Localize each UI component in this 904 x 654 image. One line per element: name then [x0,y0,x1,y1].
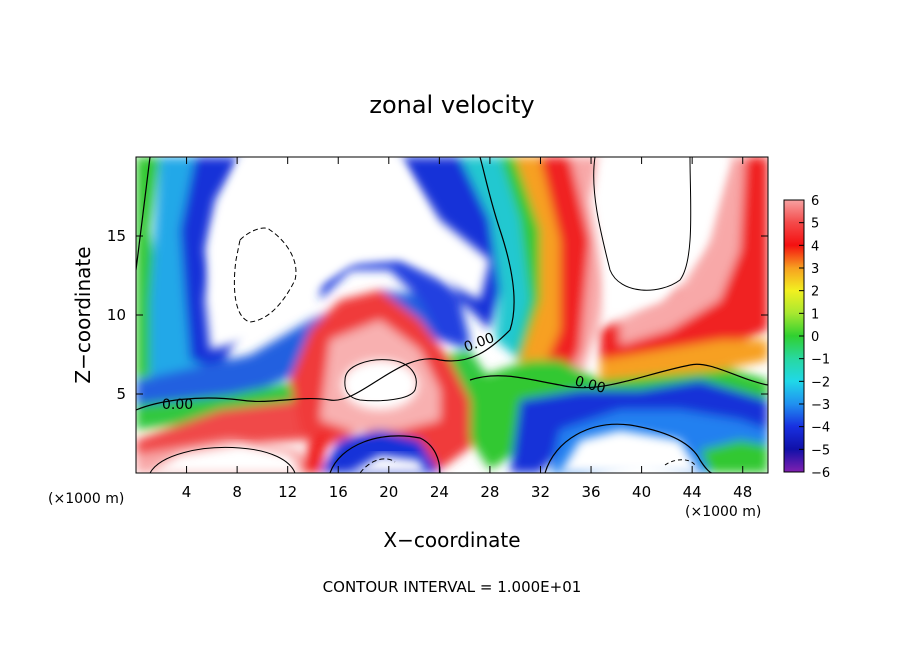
y-axis-label: Z−coordinate [71,246,95,383]
colorbar-tick-label: −6 [811,466,830,481]
colorbar-tick-label: 2 [811,285,819,300]
x-tick-label: 24 [430,483,449,501]
x-unit-right: (×1000 m) [685,504,761,520]
x-axis: 4 8 12 16 20 24 28 32 36 40 44 48 [182,157,752,501]
y-tick-label: 10 [107,306,126,324]
x-tick-label: 44 [683,483,702,501]
colorbar-ticks: 6 5 4 3 2 1 0 −1 −2 −3 −4 −5 −6 [799,194,830,481]
y-tick-label: 5 [116,385,126,403]
x-tick-label: 8 [232,483,242,501]
x-tick-label: 28 [480,483,499,501]
x-tick-label: 12 [278,483,297,501]
x-axis-label: X−coordinate [383,528,520,552]
colorbar-tick-label: 6 [811,194,819,209]
y-axis: 5 10 15 [107,227,768,403]
x-tick-label: 48 [733,483,752,501]
colorbar-tick-label: −3 [811,398,830,413]
x-tick-label: 16 [329,483,348,501]
x-unit-left: (×1000 m) [48,491,124,507]
x-tick-label: 4 [182,483,192,501]
chart-title: zonal velocity [369,91,534,119]
colorbar-tick-label: 4 [811,239,819,254]
y-tick-label: 15 [107,227,126,245]
plot-area: 0.00 0.00 0.00 [136,157,768,473]
contour-interval-note: CONTOUR INTERVAL = 1.000E+01 [323,578,582,596]
contour-label: 0.00 [162,397,193,413]
colorbar-tick-label: 0 [811,330,819,345]
x-tick-label: 32 [531,483,550,501]
x-tick-label: 36 [581,483,600,501]
x-tick-label: 40 [632,483,651,501]
colorbar-tick-label: 5 [811,217,819,232]
colorbar-tick-label: −5 [811,443,830,458]
contour-label: 0.00 [573,373,607,397]
colorbar-tick-label: −4 [811,421,830,436]
colorbar-tick-label: −1 [811,353,830,368]
colorbar-tick-label: −2 [811,375,830,390]
x-tick-label: 20 [379,483,398,501]
colorbar-tick-label: 3 [811,262,819,277]
colorbar-tick-label: 1 [811,307,819,322]
